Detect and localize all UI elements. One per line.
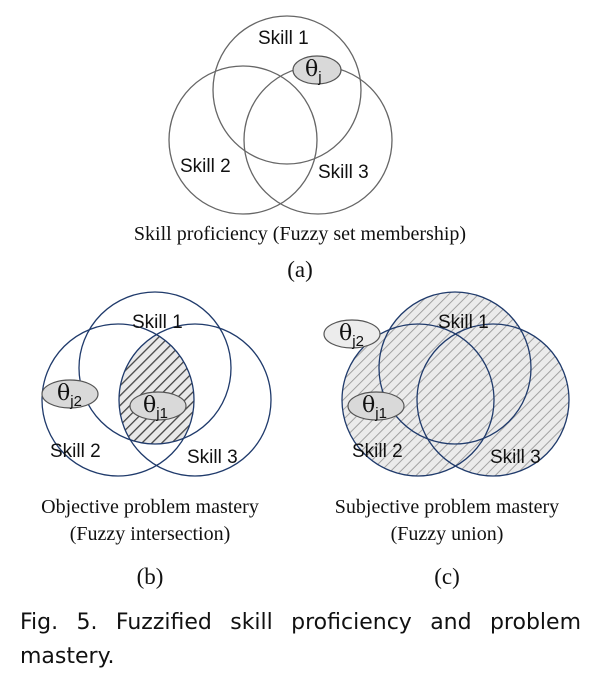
panel-c: θj2 θj1 Skill 1 Skill 2 Skill 3 Subjecti… xyxy=(323,291,570,589)
panel-b-skill1-label: Skill 1 xyxy=(132,312,183,333)
panel-c-skill3-circle xyxy=(416,323,570,477)
panel-a-skill1-circle xyxy=(212,15,362,165)
panel-a-theta-ellipse xyxy=(292,55,342,85)
panel-b-caption-line2: (Fuzzy intersection) xyxy=(70,523,231,545)
panel-b-theta1-ellipse xyxy=(129,391,187,421)
panel-c-theta2-ellipse xyxy=(323,319,381,349)
panel-a-skill2-label: Skill 2 xyxy=(180,156,231,177)
panel-b-caption-line1: Objective problem mastery xyxy=(41,496,259,518)
panel-b-theta2-ellipse xyxy=(41,379,99,409)
panel-b-theta1: θj1 xyxy=(143,393,168,422)
panel-c-caption-line2: (Fuzzy union) xyxy=(391,523,504,545)
panel-a: θj Skill 1 Skill 2 Skill 3 Skill profici… xyxy=(134,15,466,282)
panel-c-label: (c) xyxy=(434,564,460,589)
panel-c-skill1-circle xyxy=(378,291,532,445)
panel-b-skill1-circle xyxy=(78,291,232,445)
panel-a-skill3-label: Skill 3 xyxy=(318,162,369,183)
panel-a-skill2-circle xyxy=(168,65,318,215)
panel-a-label: (a) xyxy=(287,257,313,282)
panel-c-theta1-ellipse xyxy=(347,391,405,421)
panel-a-skill3-circle xyxy=(243,65,393,215)
figure-caption: Fig. 5. Fuzzified skill proficiency and … xyxy=(20,610,581,669)
panel-c-skill2-label: Skill 2 xyxy=(352,441,403,462)
panel-a-caption: Skill proficiency (Fuzzy set membership) xyxy=(134,223,466,245)
panel-c-caption-line1: Subjective problem mastery xyxy=(335,496,559,518)
panel-b-skill2-label: Skill 2 xyxy=(50,441,101,462)
panel-c-skill1-label: Skill 1 xyxy=(438,312,489,333)
panel-a-theta: θj xyxy=(305,57,322,86)
panel-b-skill3-circle xyxy=(118,323,272,477)
panel-b: θj2 θj1 Skill 1 Skill 2 Skill 3 Objectiv… xyxy=(41,291,272,589)
panel-c-skill2-circle xyxy=(341,323,495,477)
panel-c-skill3-label: Skill 3 xyxy=(490,447,541,468)
panel-b-theta2: θj2 xyxy=(57,381,82,410)
panel-a-skill1-label: Skill 1 xyxy=(258,28,309,49)
panel-c-theta1: θj1 xyxy=(362,393,387,422)
panel-b-skill2-circle xyxy=(41,323,195,477)
panel-b-label: (b) xyxy=(137,564,164,589)
panel-c-theta2: θj2 xyxy=(339,321,364,350)
panel-b-intersection-region xyxy=(119,324,194,444)
panel-b-skill3-label: Skill 3 xyxy=(187,447,238,468)
